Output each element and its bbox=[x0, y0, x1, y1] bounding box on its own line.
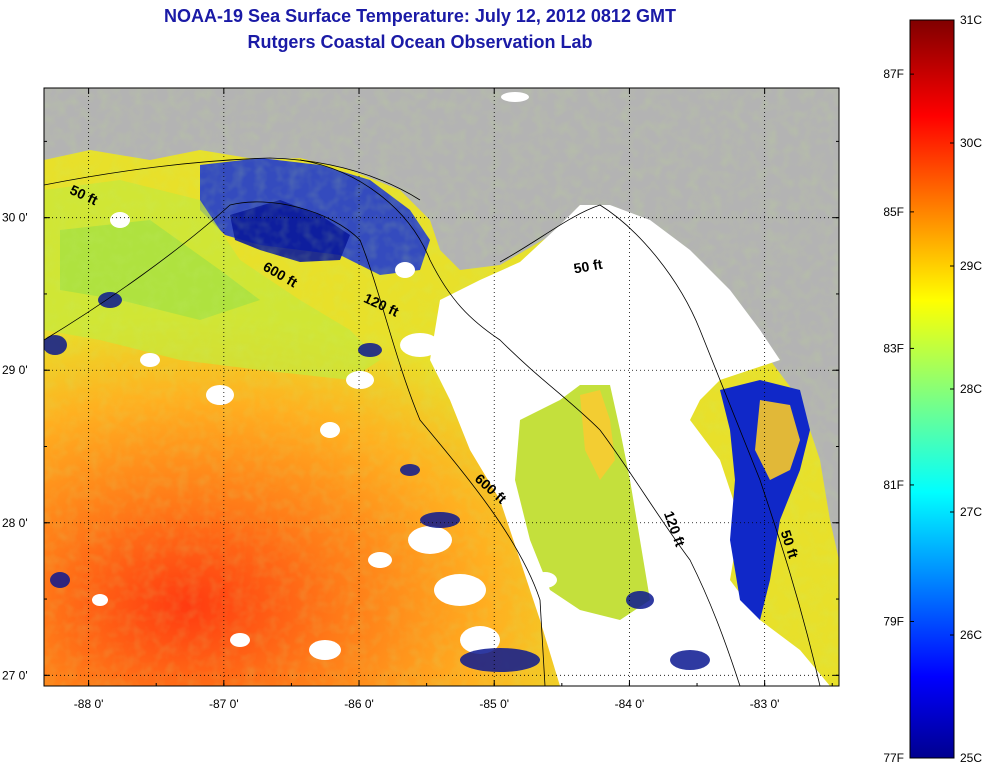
x-tick-label: -86 0' bbox=[344, 697, 374, 711]
map-plot-area bbox=[44, 88, 839, 686]
colorbar-label-celsius: 30C bbox=[960, 136, 982, 150]
contour-label: 50 ft bbox=[572, 256, 603, 277]
x-tick-label: -85 0' bbox=[479, 697, 509, 711]
x-tick-label: -83 0' bbox=[750, 697, 780, 711]
colorbar-ticks: 31C 30C 29C 28C 27C 26C 25C 87F 85F 83F 81F 79F 77F bbox=[883, 13, 982, 765]
y-tick-label: 30 0' bbox=[2, 211, 28, 225]
contour-120ft bbox=[299, 159, 741, 686]
colorbar-label-celsius: 28C bbox=[960, 382, 982, 396]
colorbar-label-celsius: 25C bbox=[960, 751, 982, 765]
contour-50ft-east bbox=[499, 204, 821, 686]
y-tick-label: 27 0' bbox=[2, 668, 28, 682]
x-tick-label: -88 0' bbox=[74, 697, 104, 711]
cloud-patches bbox=[92, 92, 648, 660]
y-axis-ticks: 30 0' 29 0' 28 0' 27 0' bbox=[2, 140, 839, 682]
colorbar-label-celsius: 27C bbox=[960, 505, 982, 519]
colorbar-label-fahrenheit: 87F bbox=[883, 67, 904, 81]
colorbar-label-fahrenheit: 79F bbox=[883, 614, 904, 628]
plot-frame bbox=[43, 87, 840, 687]
sst-patch-central bbox=[515, 385, 650, 620]
x-tick-label: -87 0' bbox=[209, 697, 239, 711]
colorbar-label-fahrenheit: 85F bbox=[883, 205, 904, 219]
x-axis-ticks: -88 0' -87 0' -86 0' -85 0' -84 0' -83 0' bbox=[74, 88, 833, 711]
colorbar-label-celsius: 26C bbox=[960, 628, 982, 642]
graticule bbox=[44, 88, 839, 686]
colorbar-label-fahrenheit: 83F bbox=[883, 341, 904, 355]
y-tick-label: 29 0' bbox=[2, 363, 28, 377]
y-tick-label: 28 0' bbox=[2, 516, 28, 530]
map-subtitle: Rutgers Coastal Ocean Observation Lab bbox=[247, 32, 593, 52]
colorbar-label-fahrenheit: 81F bbox=[883, 478, 904, 492]
contour-50ft bbox=[44, 157, 421, 201]
warm-core-east bbox=[755, 400, 800, 480]
x-tick-label: -84 0' bbox=[615, 697, 645, 711]
cloud-cover-east bbox=[430, 205, 830, 686]
map-title: NOAA-19 Sea Surface Temperature: July 12… bbox=[164, 6, 676, 26]
colorbar bbox=[909, 19, 955, 759]
colorbar-label-celsius: 31C bbox=[960, 13, 982, 27]
sst-patch-warm bbox=[580, 390, 615, 480]
contour-600ft bbox=[44, 201, 546, 686]
colorbar-label-fahrenheit: 77F bbox=[883, 751, 904, 765]
colorbar-label-celsius: 29C bbox=[960, 259, 982, 273]
depth-contours bbox=[44, 157, 821, 686]
cold-fringes bbox=[44, 292, 710, 672]
